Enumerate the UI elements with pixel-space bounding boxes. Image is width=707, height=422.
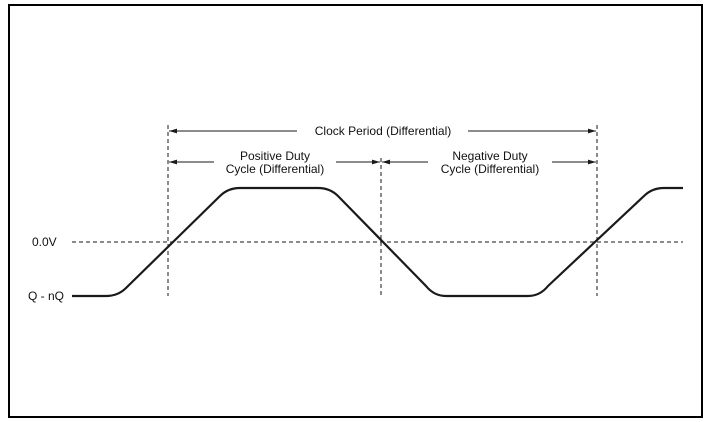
positive-duty-label-line2: Cycle (Differential) — [226, 162, 324, 176]
clock-period-label: Clock Period (Differential) — [315, 124, 452, 138]
negative-duty-label-line2: Cycle (Differential) — [441, 162, 539, 176]
differential-waveform — [72, 186, 683, 298]
positive-duty-label-line1: Positive Duty — [240, 149, 310, 163]
negative-duty-label-line1: Negative Duty — [452, 149, 527, 163]
signal-name-label: Q - nQ — [28, 289, 64, 303]
zero-level-label: 0.0V — [32, 235, 57, 249]
diagram-frame — [8, 4, 703, 418]
